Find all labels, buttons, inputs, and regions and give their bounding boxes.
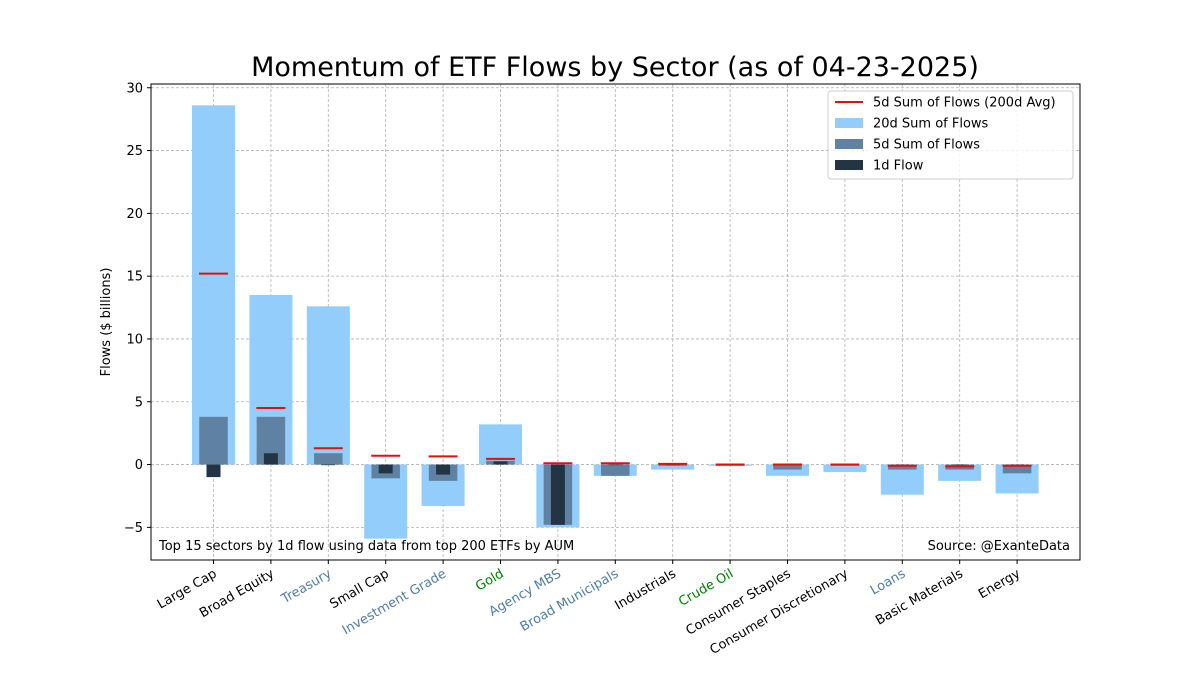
legend-label: 5d Sum of Flows [873,138,980,153]
bar-1d-flow [436,464,451,475]
y-tick-label: 10 [126,332,143,347]
x-tick-label: Industrials [613,566,679,613]
bar-1d-flow [608,464,623,466]
bar-5d-sum-of-flows [1002,464,1032,474]
series-200d-avg-markers [199,272,1032,468]
legend-label: 20d Sum of Flows [873,117,989,132]
legend-label: 1d Flow [873,159,924,174]
y-axis-ticks: −5 0 5 10 15 20 25 30 [124,81,151,536]
bar-1d-flow [550,464,565,525]
bar-1d-flow [952,464,967,466]
x-tick-label: Loans [868,566,909,598]
legend-label: 5d Sum of Flows (200d Avg) [873,96,1056,111]
x-tick-label: Treasury [278,566,334,607]
legend-swatch [835,118,863,128]
bar-5d-sum-of-flows [888,464,917,470]
series-1d-bars [206,453,1025,525]
data-note: Top 15 sectors by 1d flow using data fro… [158,539,574,554]
bar-1d-flow [378,464,393,474]
x-tick-label: Investment Grade [340,566,449,638]
bar-1d-flow [206,464,221,478]
x-tick-label: Broad Municipals [518,566,622,635]
bar-20d-sum-of-flows [479,424,522,465]
legend-swatch [835,160,863,170]
bar-20d-sum-of-flows [192,105,235,465]
y-tick-label: 15 [126,270,143,285]
bar-5d-sum-of-flows [314,453,343,465]
y-tick-label: 30 [126,81,143,96]
y-tick-label: 25 [126,144,143,159]
bar-1d-flow [493,461,508,465]
y-tick-label: 0 [135,458,143,473]
x-tick-label: Energy [976,566,1023,602]
legend-box [827,90,1074,180]
bar-5d-sum-of-flows [773,464,802,470]
bar-1d-flow [321,464,336,466]
chart-title: Momentum of ETF Flows by Sector (as of 0… [251,52,979,83]
bar-5d-sum-of-flows [601,464,630,476]
bar-20d-sum-of-flows [823,464,867,473]
source-credit: Source: @ExanteData [928,539,1070,554]
series-20d-bars [192,105,1039,539]
bar-5d-sum-of-flows [199,416,228,465]
y-tick-label: 5 [135,395,143,410]
legend-swatch [835,139,863,149]
legend: 5d Sum of Flows (200d Avg) 20d Sum of Flo… [827,90,1074,180]
x-tick-label: Gold [473,566,506,594]
bar-20d-sum-of-flows [306,306,350,465]
y-axis-label: Flows ($ billions) [99,268,114,377]
bar-20d-sum-of-flows [651,464,695,470]
y-tick-label: −5 [124,521,143,536]
bar-1d-flow [263,453,278,465]
bar-20d-sum-of-flows [766,464,809,476]
y-tick-label: 20 [126,207,143,222]
